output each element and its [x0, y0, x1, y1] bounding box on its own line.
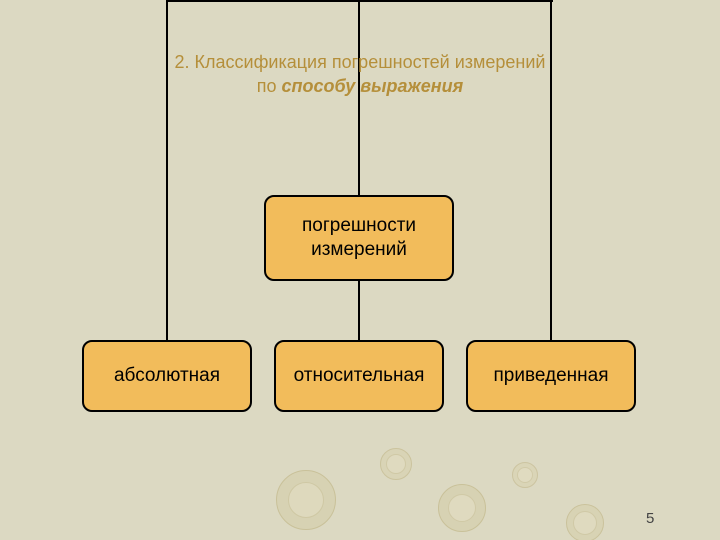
decor-circle — [573, 511, 597, 535]
node-root: погрешности измерений — [264, 195, 454, 281]
connector-bus — [167, 0, 553, 2]
title-line-2-emph: способу выражения — [282, 76, 464, 96]
node-child-3-label: приведенная — [494, 364, 609, 388]
title-line-1: 2. Классификация погрешностей измерений — [130, 50, 590, 74]
decor-circle — [386, 454, 406, 474]
title-line-2-plain: по — [257, 76, 282, 96]
node-child-2: относительная — [274, 340, 444, 412]
node-child-3: приведенная — [466, 340, 636, 412]
decor-circle — [517, 467, 533, 483]
slide-title: 2. Классификация погрешностей измерений … — [130, 50, 590, 99]
node-child-1-label: абсолютная — [114, 364, 220, 388]
page-number: 5 — [646, 510, 654, 527]
decor-circle — [448, 494, 476, 522]
node-root-label: погрешности измерений — [266, 214, 452, 262]
node-child-2-label: относительная — [294, 364, 425, 388]
decor-circle — [288, 482, 324, 518]
title-line-2: по способу выражения — [130, 74, 590, 98]
slide-canvas: 2. Классификация погрешностей измерений … — [0, 0, 720, 540]
connector-mid-bottom — [358, 281, 360, 340]
node-child-1: абсолютная — [82, 340, 252, 412]
